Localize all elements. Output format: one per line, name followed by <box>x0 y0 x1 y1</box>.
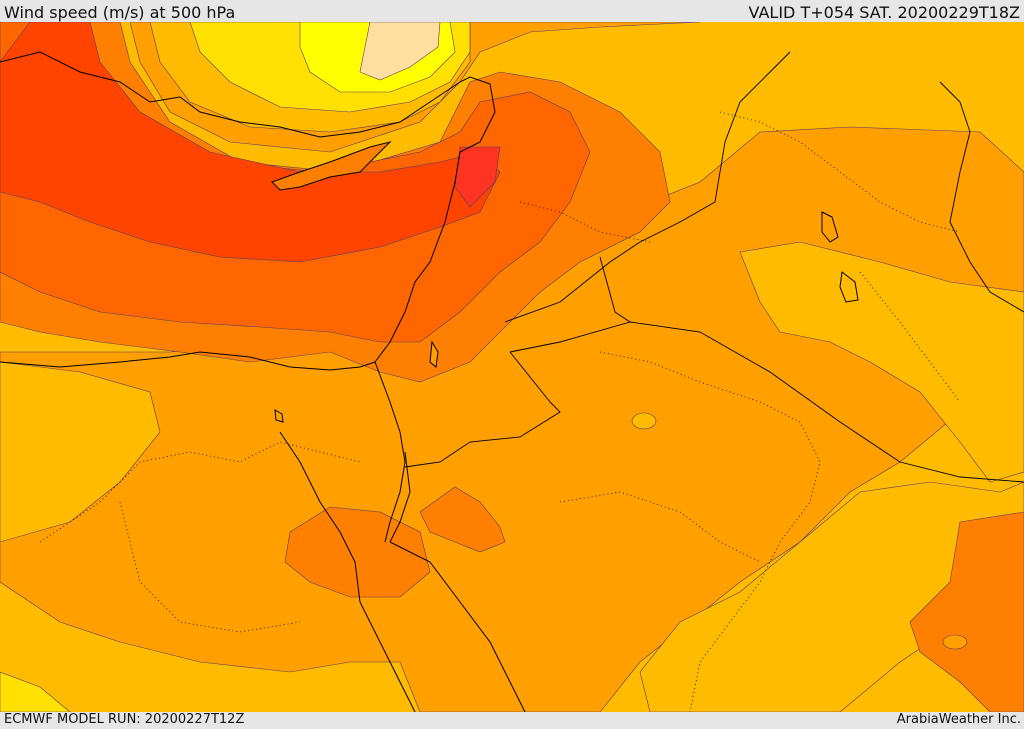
dotted-boundaries <box>39 111 961 712</box>
valid-time-label: VALID T+054 SAT. 20200229T18Z <box>748 3 1020 22</box>
contour-jet-core <box>0 22 501 263</box>
contour-strong-southeast <box>909 511 1024 712</box>
contour-blob <box>631 412 657 430</box>
contour-strong-sinai <box>284 506 431 598</box>
wind-speed-map <box>0 22 1024 712</box>
contour-weak-southwest <box>0 671 71 712</box>
contour-jet-max <box>454 146 501 208</box>
map-svg <box>0 22 1024 712</box>
contour-minimum <box>359 22 441 81</box>
map-title: Wind speed (m/s) at 500 hPa <box>4 3 236 22</box>
contour-weak-southeast <box>639 481 1024 712</box>
credit-label: ArabiaWeather Inc. <box>896 712 1021 727</box>
header-bar: Wind speed (m/s) at 500 hPa VALID T+054 … <box>0 0 1024 22</box>
contour-weak-south <box>0 361 161 543</box>
contour-blob <box>942 634 968 650</box>
contour-weak-east <box>739 241 1024 483</box>
model-run-label: ECMWF MODEL RUN: 20200227T12Z <box>4 712 245 727</box>
footer-bar: ECMWF MODEL RUN: 20200227T12Z ArabiaWeat… <box>0 712 1024 729</box>
contour-strong-nafud <box>419 486 506 553</box>
coastlines <box>0 51 1024 712</box>
